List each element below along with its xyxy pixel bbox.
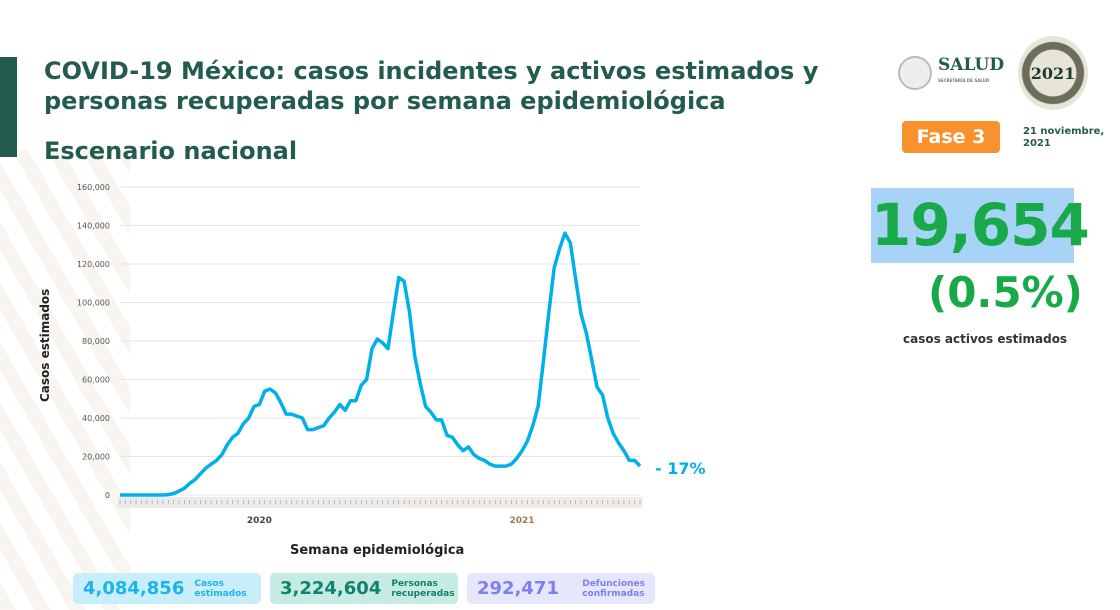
page-subtitle: Escenario nacional bbox=[44, 137, 298, 165]
y-tick-label: 80,000 bbox=[82, 337, 110, 346]
salud-text: SALUD bbox=[938, 55, 1005, 75]
active-cases-percent: (0.5%) bbox=[928, 268, 1083, 317]
mexico-2021-logo: 2021 bbox=[1018, 36, 1088, 110]
date-line-2: 2021 bbox=[1023, 138, 1051, 149]
y-tick-label: 120,000 bbox=[77, 260, 110, 269]
y-tick-label: 20,000 bbox=[82, 453, 110, 462]
salud-logo: SALUD SECRETARÍA DE SALUD bbox=[898, 56, 1004, 90]
cases-line-chart: 0 20,000 40,000 60,000 80,000 100,000 120,000 1… bbox=[77, 183, 706, 526]
card-value: 4,084,856 bbox=[83, 578, 185, 599]
card-defunciones: 292,471 Defunciones confirmadas bbox=[467, 573, 655, 604]
card-personas-recuperadas: 3,224,604 Personas recuperadas bbox=[270, 573, 458, 604]
change-label: - 17% bbox=[655, 459, 706, 478]
y-tick-label: 140,000 bbox=[77, 222, 110, 231]
card-label: Defunciones bbox=[582, 578, 645, 589]
date-label: 21 noviembre, 2021 bbox=[1023, 126, 1104, 150]
year-label: 2020 bbox=[247, 516, 272, 526]
y-tick-label: 40,000 bbox=[82, 414, 110, 423]
card-value: 3,224,604 bbox=[280, 578, 382, 599]
card-label: Casos bbox=[194, 578, 224, 589]
background-pattern bbox=[0, 150, 130, 610]
page-title: COVID-19 México: casos incidentes y acti… bbox=[44, 57, 819, 115]
x-axis-label: Semana epidemiológica bbox=[290, 543, 465, 558]
card-label: confirmadas bbox=[582, 588, 645, 599]
active-cases-label: casos activos estimados bbox=[903, 332, 1068, 346]
y-tick-label: 0 bbox=[105, 491, 110, 500]
y-axis-label: Casos estimados bbox=[38, 288, 52, 402]
y-tick-label: 100,000 bbox=[77, 299, 110, 308]
seal-icon bbox=[898, 56, 932, 90]
series-line bbox=[120, 231, 642, 497]
card-label: estimados bbox=[194, 588, 247, 599]
logo-year: 2021 bbox=[1030, 63, 1076, 83]
active-cases-value: 19,654 bbox=[871, 188, 1090, 263]
card-casos-estimados: 4,084,856 Casos estimados bbox=[73, 573, 261, 604]
card-value: 292,471 bbox=[477, 578, 559, 599]
date-line-1: 21 noviembre, bbox=[1023, 126, 1105, 137]
accent-bar bbox=[0, 57, 17, 157]
card-label: Personas bbox=[391, 578, 438, 589]
fase-badge: Fase 3 bbox=[902, 121, 1000, 153]
y-tick-label: 160,000 bbox=[77, 183, 110, 192]
salud-subtext: SECRETARÍA DE SALUD bbox=[938, 78, 990, 83]
y-tick-label: 60,000 bbox=[82, 376, 110, 385]
card-label: recuperadas bbox=[391, 588, 455, 599]
year-label: 2021 bbox=[510, 516, 535, 526]
